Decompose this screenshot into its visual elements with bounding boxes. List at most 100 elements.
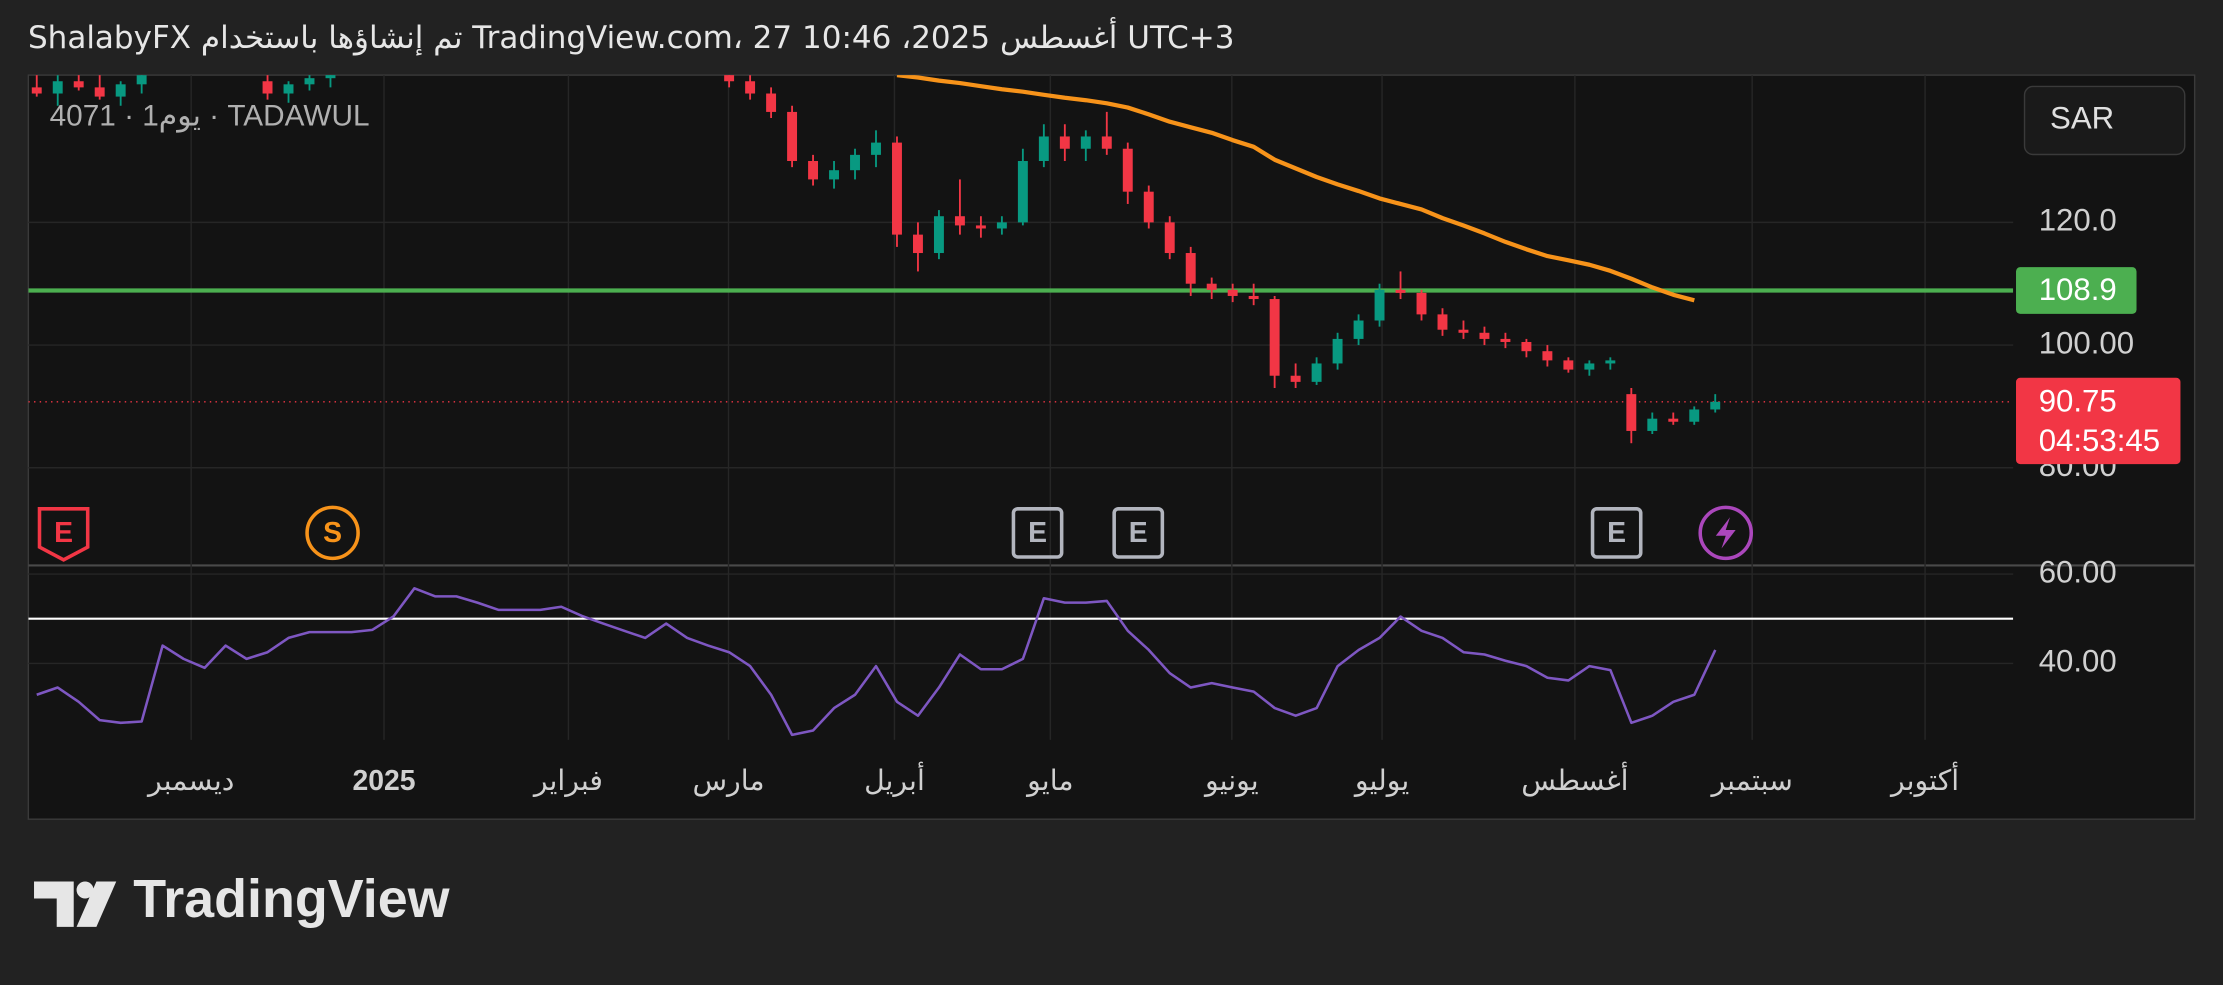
price-pane <box>28 75 2014 444</box>
candle-body <box>1479 332 1490 339</box>
y-tick-label: 100.00 <box>2039 325 2134 360</box>
event-icon <box>1698 505 1754 561</box>
event-icon <box>305 505 360 561</box>
event-icon <box>1112 507 1165 559</box>
event-label: E <box>1129 517 1148 549</box>
candle-body <box>892 142 902 235</box>
candle-body <box>912 234 923 254</box>
candle-body <box>1185 253 1196 284</box>
rsi-line <box>36 587 1717 737</box>
candle-body <box>1248 295 1259 300</box>
event-icon <box>1011 507 1064 559</box>
event-marker: E <box>37 507 90 562</box>
candle-body <box>1353 320 1364 339</box>
candle-body <box>1458 329 1469 333</box>
candle-body <box>1143 191 1154 223</box>
moving-average-line <box>896 75 1695 303</box>
candle-body <box>1080 136 1091 149</box>
event-icon <box>1715 517 1736 549</box>
chart-area <box>27 74 2196 820</box>
candle-body <box>1206 283 1217 290</box>
last-price-box <box>2016 377 2181 465</box>
candle-body <box>954 216 965 226</box>
event-icon <box>37 507 90 562</box>
rsi-pane <box>28 587 2014 737</box>
candle-body <box>1311 363 1322 382</box>
candle-body <box>136 75 147 85</box>
candle-body <box>766 93 777 112</box>
rsi-tick-label: 40.00 <box>2039 644 2117 679</box>
rsi-tick-label: 60.00 <box>2039 554 2117 589</box>
candle-body <box>724 75 735 82</box>
candle-body <box>1710 401 1721 410</box>
candle-body <box>325 75 336 79</box>
x-tick-label: يونيو <box>1203 765 1259 797</box>
logo-mark <box>34 881 74 927</box>
event-marker: S <box>305 505 360 561</box>
axes: ديسمبر 2025 فبراير مارس أبريل مايو يونيو يوليو أ… <box>146 203 2134 797</box>
x-tick-label: مايو <box>1025 765 1073 797</box>
event-marker: E <box>1011 507 1064 559</box>
candle-body <box>850 154 860 171</box>
x-tick-label: أبريل <box>864 761 925 797</box>
event-label: S <box>323 517 342 549</box>
x-tick-label: سبتمبر <box>1709 765 1792 797</box>
currency-label[interactable]: SAR <box>2050 101 2114 136</box>
candle-body <box>1122 148 1133 192</box>
event-label: E <box>1028 517 1047 549</box>
candle-body <box>52 81 63 94</box>
candle-body <box>1332 338 1343 364</box>
event-marker: E <box>1590 507 1643 559</box>
candle-body <box>829 170 839 180</box>
candle-body <box>1290 375 1301 382</box>
candle-body <box>1101 136 1112 149</box>
candle-body <box>1626 394 1637 431</box>
candle-body <box>262 81 273 94</box>
candle-body <box>871 142 881 155</box>
event-icon <box>1590 507 1643 559</box>
candle-body <box>1416 292 1427 315</box>
level-price-label: 108.9 <box>2039 272 2117 307</box>
candle-body <box>1269 299 1280 376</box>
candle-body <box>1542 351 1553 361</box>
logo-mark <box>76 881 94 899</box>
candle-body <box>787 111 798 162</box>
footer-brand: TradingView <box>133 869 449 929</box>
candle-body <box>1059 136 1070 149</box>
logo <box>34 881 117 927</box>
candle-body <box>283 84 294 94</box>
last-price-label: 90.75 <box>2039 383 2117 418</box>
x-tick-label: يوليو <box>1353 765 1409 797</box>
y-tick-label: 120.0 <box>2039 203 2117 238</box>
countdown-label: 04:53:45 <box>2039 423 2160 458</box>
candle-body <box>1227 289 1238 296</box>
candle-body <box>933 216 944 254</box>
candle-body <box>1521 341 1532 352</box>
candle-body <box>975 225 986 229</box>
event-label: E <box>54 517 73 549</box>
x-tick-label: فبراير <box>532 765 603 797</box>
x-tick-label: ديسمبر <box>146 765 234 797</box>
candle-body <box>1668 418 1679 422</box>
candle-body <box>1038 136 1049 162</box>
event-marker <box>1698 505 1754 561</box>
candle-body <box>1647 418 1658 431</box>
candle-body <box>94 87 105 97</box>
symbol-label: 4071 · 1يوم · TADAWUL <box>50 99 370 132</box>
candle-body <box>1563 360 1574 370</box>
candle-body <box>1374 289 1385 321</box>
candle-body <box>1605 360 1616 364</box>
logo-mark <box>76 881 117 927</box>
candle-body <box>115 84 126 97</box>
candle-body <box>304 78 315 85</box>
candle-body <box>1584 363 1595 370</box>
currency-button[interactable] <box>2023 85 2186 156</box>
event-marker: E <box>1112 507 1165 559</box>
candle-body <box>31 87 42 94</box>
header-title: ShalabyFX تم إنشاؤها باستخدام TradingVie… <box>28 20 1235 56</box>
candle-body <box>1395 289 1406 293</box>
candle-body <box>1017 161 1028 223</box>
candle-body <box>1437 314 1448 330</box>
